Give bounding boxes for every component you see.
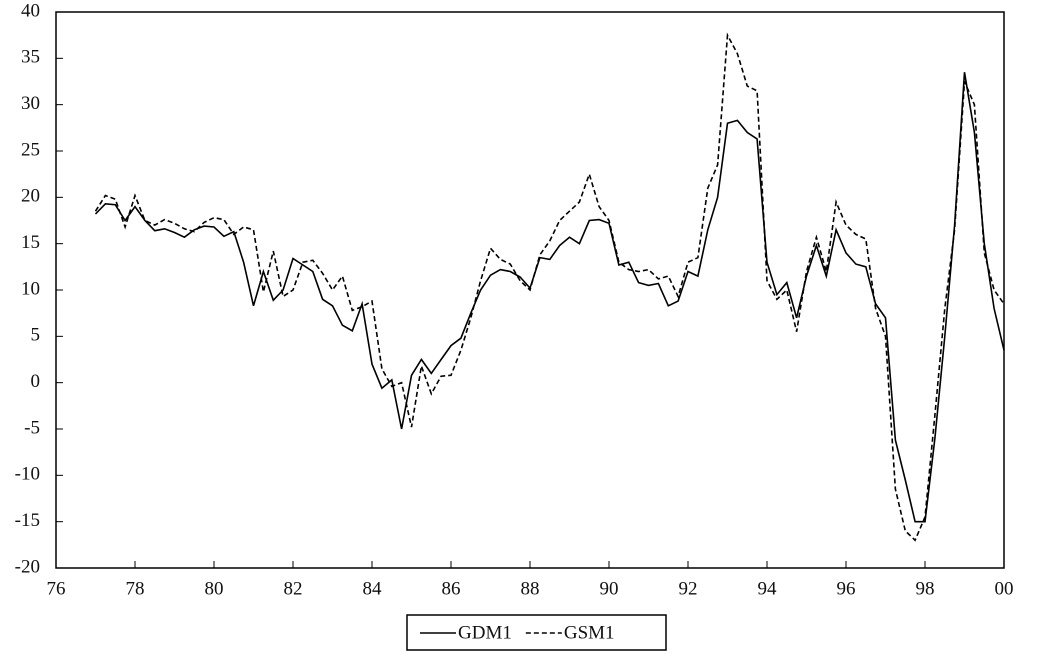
y-tick-label: 0 <box>31 371 41 392</box>
y-tick-label: 20 <box>21 186 40 207</box>
x-tick-label: 80 <box>205 578 224 599</box>
y-tick-label: 30 <box>21 93 40 114</box>
x-tick-label: 92 <box>679 578 698 599</box>
legend-label: GDM1 <box>458 622 512 643</box>
y-tick-label: -20 <box>15 556 40 577</box>
x-tick-label: 90 <box>600 578 619 599</box>
x-tick-label: 78 <box>126 578 145 599</box>
series-line <box>94 72 1005 523</box>
legend-box <box>406 614 667 651</box>
y-tick-label: -15 <box>15 510 40 531</box>
x-tick-label: 84 <box>363 578 383 599</box>
y-tick-label: 35 <box>21 47 40 68</box>
x-tick-label: 96 <box>837 578 856 599</box>
x-tick-label: 86 <box>442 578 461 599</box>
x-tick-label: 98 <box>916 578 935 599</box>
x-tick-label: 94 <box>758 578 778 599</box>
y-tick-label: -10 <box>15 464 40 485</box>
legend-label: GSM1 <box>564 622 615 643</box>
x-tick-label: 82 <box>284 578 303 599</box>
x-tick-label: 00 <box>995 578 1014 599</box>
x-tick-label: 88 <box>521 578 540 599</box>
y-tick-label: 5 <box>31 325 41 346</box>
y-tick-label: 15 <box>21 232 40 253</box>
series-line <box>94 32 1005 542</box>
y-tick-label: 10 <box>21 278 40 299</box>
y-tick-label: 25 <box>21 139 40 160</box>
y-tick-label: 40 <box>21 0 40 21</box>
y-tick-label: -5 <box>24 417 40 438</box>
x-tick-label: 76 <box>47 578 66 599</box>
